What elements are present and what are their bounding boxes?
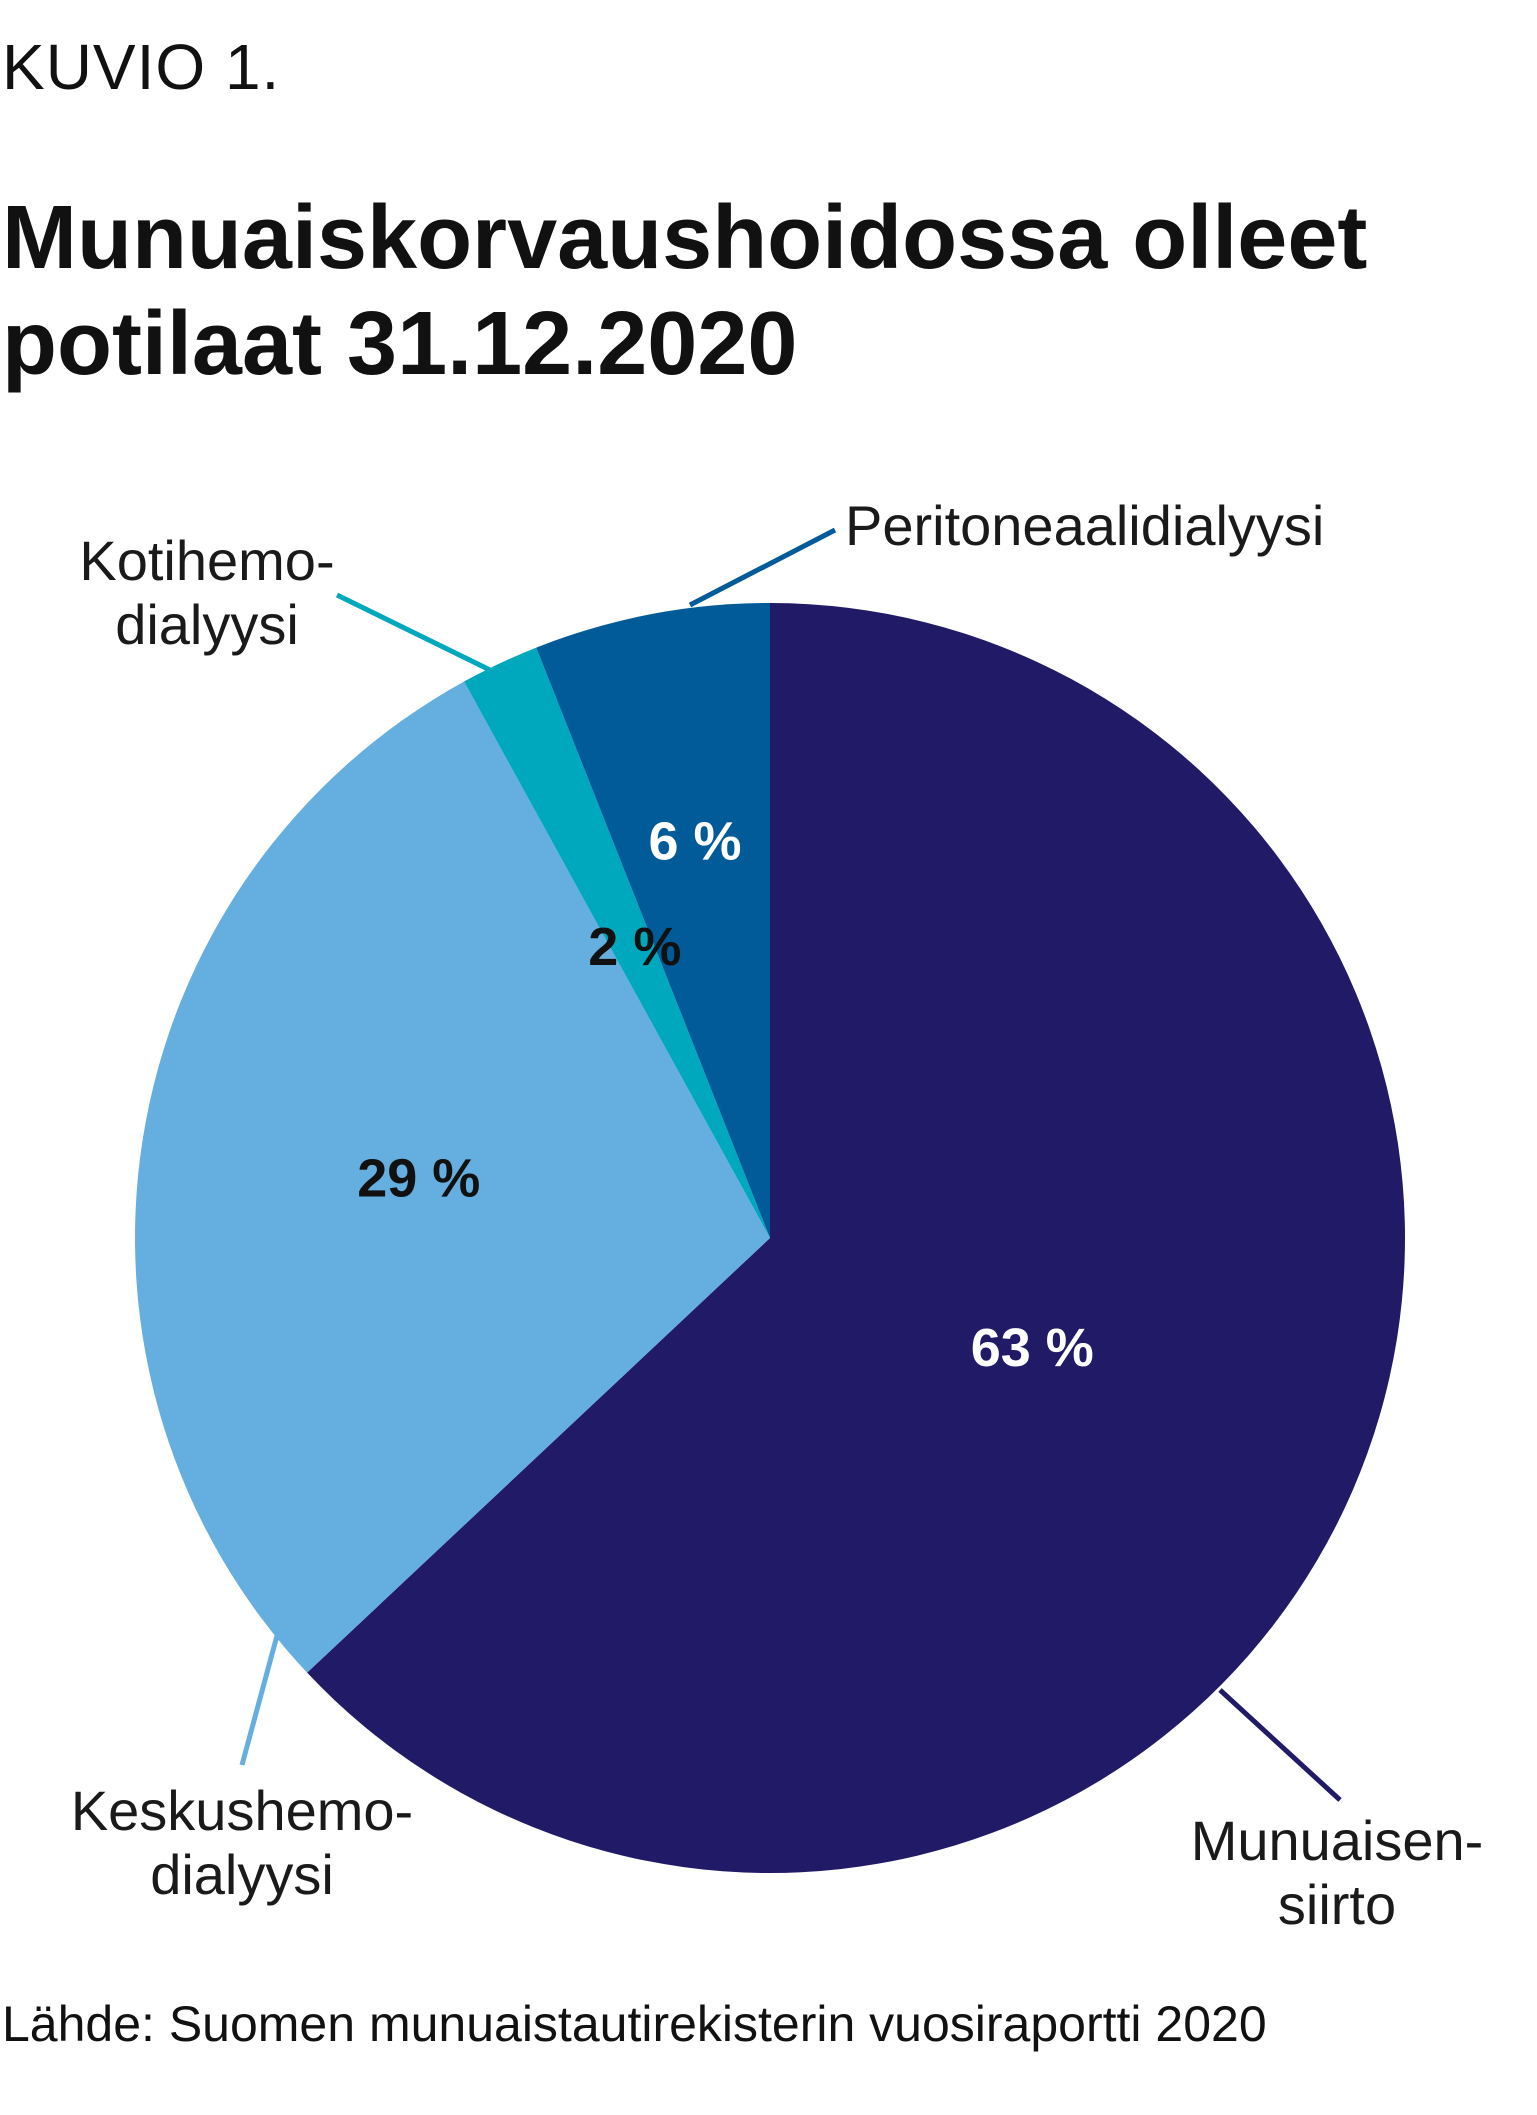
category-label-1: Munuaisen-siirto bbox=[1191, 1809, 1484, 1936]
pie-slice-2 bbox=[135, 681, 770, 1673]
category-label-4: Peritoneaalidialyysi bbox=[845, 494, 1324, 557]
pie-slice-4 bbox=[536, 603, 770, 1238]
leader-line-3 bbox=[335, 592, 492, 673]
leader-line-2 bbox=[239, 1631, 281, 1766]
value-label-1: 63 % bbox=[971, 1318, 1094, 1378]
category-label-3: Kotihemo-dialyysi bbox=[79, 529, 334, 656]
source-note: Lähde: Suomen munuaistautirekisterin vuo… bbox=[2, 1996, 1267, 2052]
leader-line-1 bbox=[1218, 1688, 1342, 1802]
pie-slice-1 bbox=[307, 603, 1405, 1873]
pie-slice-3 bbox=[464, 647, 770, 1238]
value-label-2: 29 % bbox=[357, 1149, 480, 1209]
figure-label: KUVIO 1. bbox=[2, 31, 281, 103]
value-label-4: 6 % bbox=[649, 811, 742, 871]
chart-title: Munuaiskorvaushoidossa olleet potilaat 3… bbox=[2, 188, 1368, 394]
category-label-2: Keskushemo-dialyysi bbox=[71, 1779, 413, 1906]
leader-line-4 bbox=[688, 527, 837, 608]
value-label-3: 2 % bbox=[588, 917, 681, 977]
